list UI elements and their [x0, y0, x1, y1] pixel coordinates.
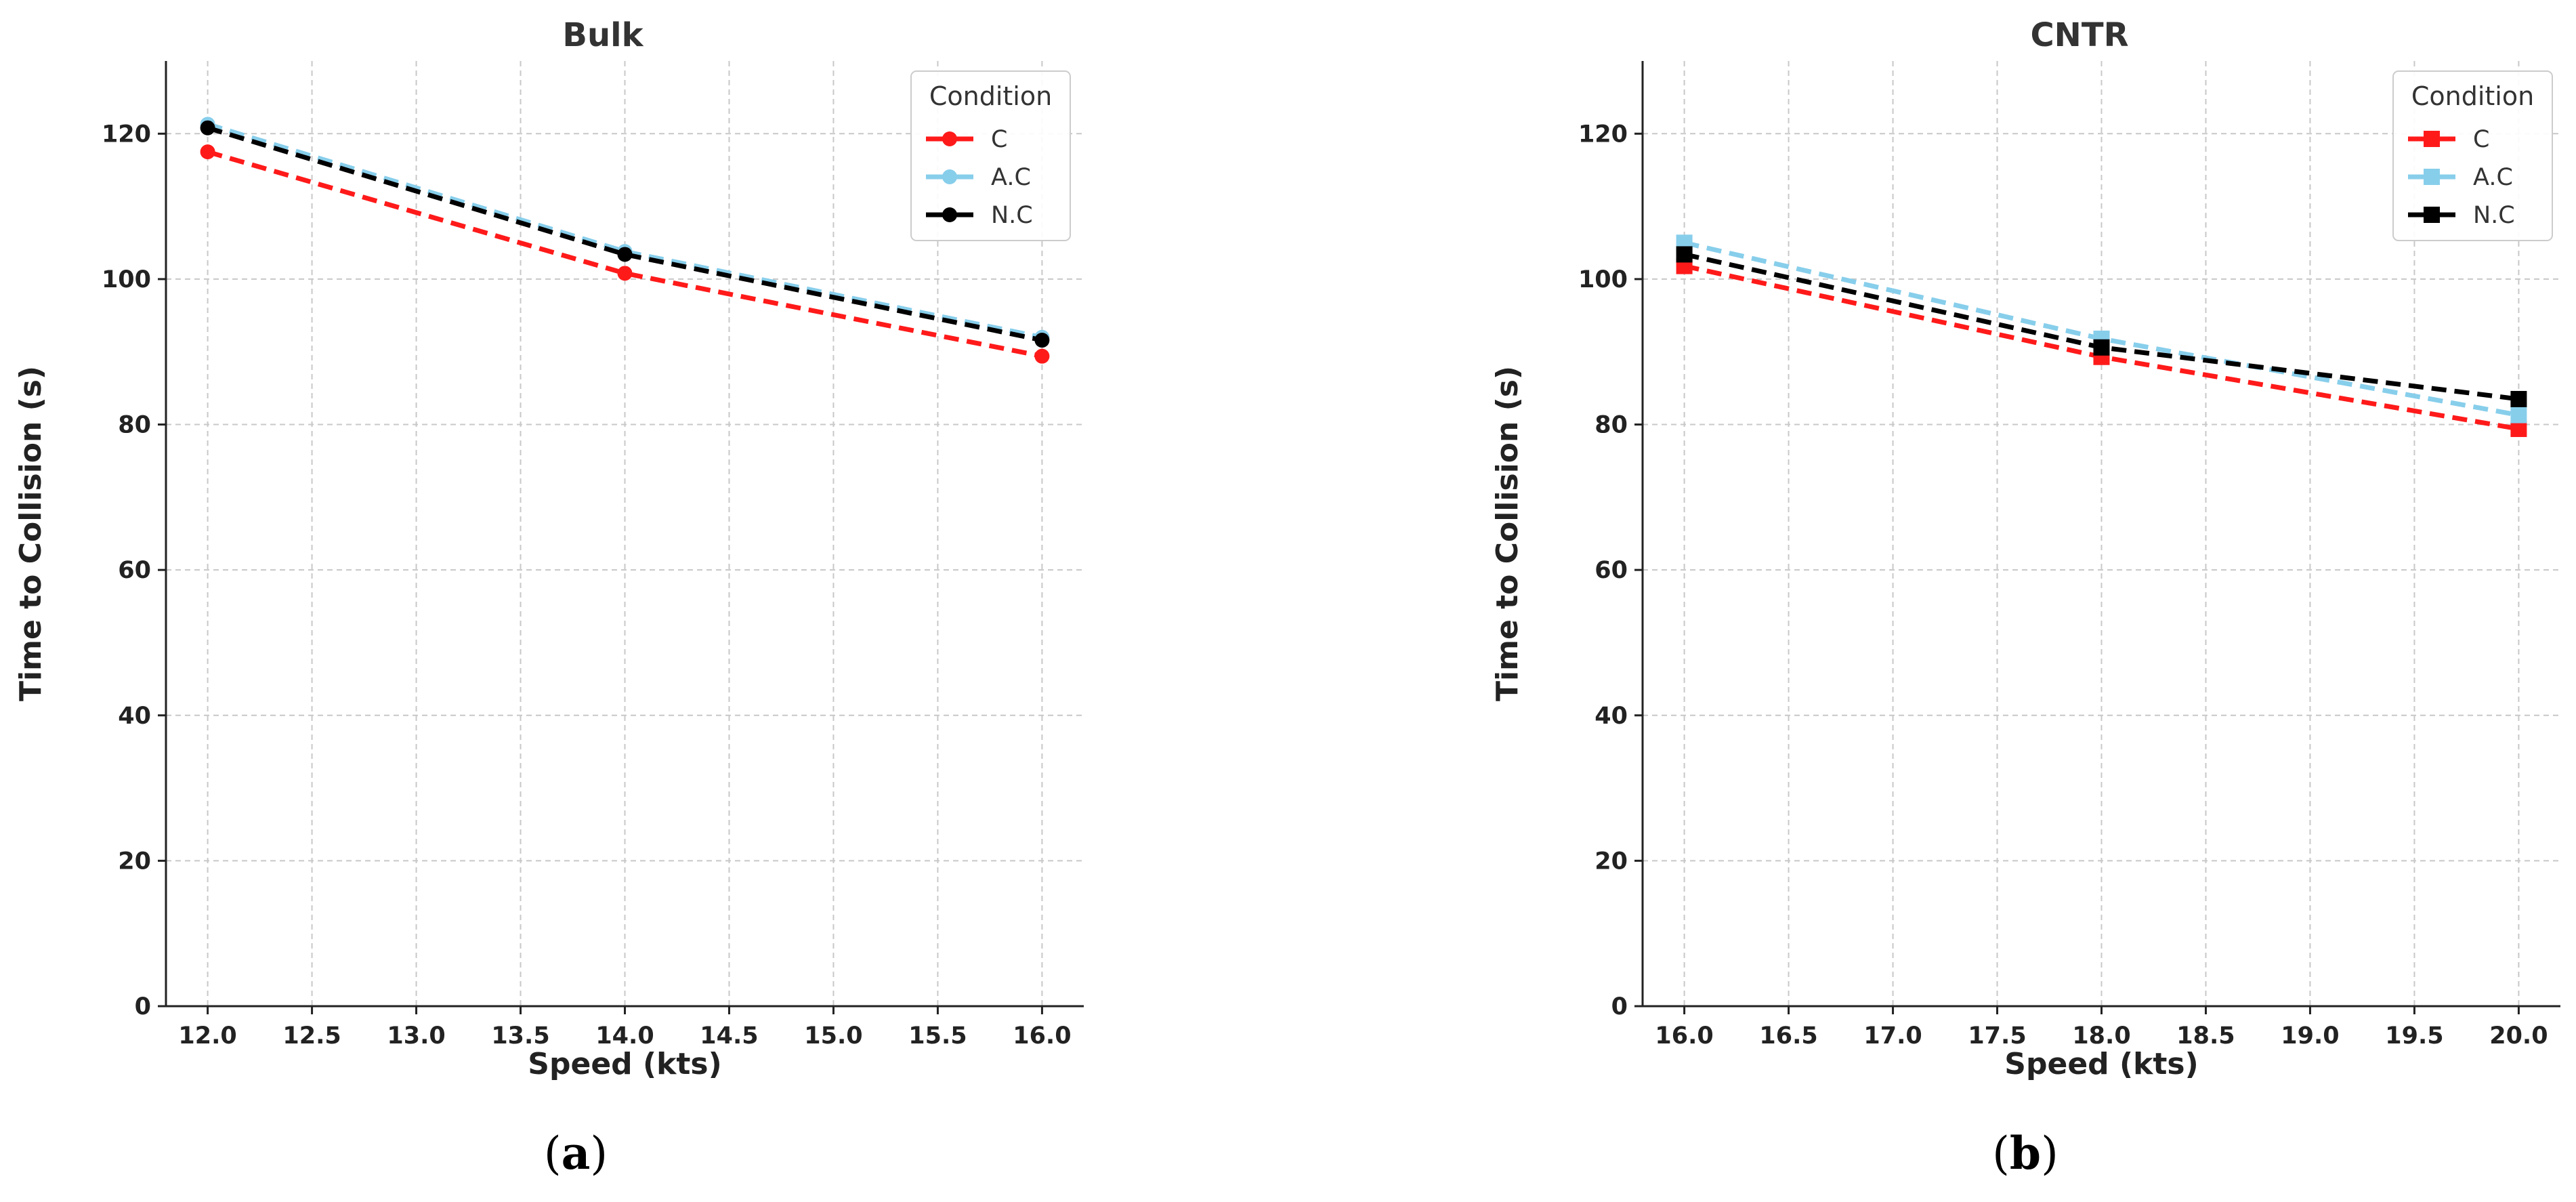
x-tick-label: 19.0: [2281, 1022, 2339, 1050]
legend-swatch-marker: [942, 131, 957, 146]
y-tick-label: 100: [102, 266, 151, 293]
data-point: [2093, 339, 2110, 356]
data-point: [617, 247, 633, 262]
chart-panel-cntr: 16.0 16.5 17.0 17.5 18.0 18.5 19.0 19.5 20.0 0 20 4…: [1490, 16, 2560, 1081]
data-point: [617, 266, 633, 281]
grid: [1643, 61, 2560, 1007]
legend-label: C: [2473, 126, 2489, 153]
chart-panel-bulk: 12.0 12.5 13.0 13.5 14.0 14.5 15.0 15.5 16.0 0 20 4…: [14, 16, 1084, 1081]
x-tick-label: 17.5: [1968, 1022, 2026, 1050]
series-nc: [1676, 246, 2527, 407]
series-c: [200, 144, 1050, 364]
y-tick-label: 20: [118, 848, 151, 875]
legend-item-c: C: [926, 126, 1007, 153]
data-point: [2510, 390, 2527, 407]
legend-swatch-marker: [2424, 169, 2440, 185]
x-tick-label: 13.5: [491, 1022, 549, 1050]
y-tick-label: 60: [1595, 557, 1628, 584]
legend-title: Condition: [2411, 81, 2534, 111]
panel-caption-b: (b): [1992, 1127, 2058, 1180]
x-axis-label: Speed (kts): [528, 1047, 721, 1081]
x-tick-label: 13.0: [387, 1022, 445, 1050]
legend-box: [2392, 70, 2553, 241]
y-tick-label: 40: [1595, 703, 1628, 730]
legend-item-c: C: [2408, 126, 2489, 153]
x-axis-label: Speed (kts): [2004, 1047, 2198, 1081]
x-tick-label: 18.5: [2176, 1022, 2235, 1050]
y-tick-label: 80: [118, 412, 151, 439]
series-line: [207, 125, 1043, 343]
x-tick-label: 16.0: [1013, 1022, 1071, 1050]
series-nc: [200, 120, 1050, 348]
series-line: [207, 122, 1043, 340]
chart-title: CNTR: [2030, 16, 2128, 54]
legend-label: N.C: [2473, 202, 2515, 229]
x-tick-label: 14.0: [595, 1022, 654, 1050]
x-tick-label: 12.0: [178, 1022, 236, 1050]
y-tick-label: 60: [118, 557, 151, 584]
y-tick-label: 80: [1595, 412, 1628, 439]
legend-item-ac: A.C: [926, 164, 1031, 191]
x-tick-label: 17.0: [1863, 1022, 1922, 1050]
x-tick-label: 18.0: [2072, 1022, 2130, 1050]
legend-item-ac: A.C: [2408, 164, 2513, 191]
data-point: [1034, 348, 1050, 364]
legend-box: [910, 70, 1071, 241]
legend-swatch-marker: [2424, 207, 2440, 223]
legend-swatch-marker: [942, 169, 957, 184]
y-tick-label: 120: [1578, 121, 1628, 148]
legend-title: Condition: [929, 81, 1052, 111]
legend-item-nc: N.C: [926, 202, 1033, 229]
y-tick-label: 40: [118, 703, 151, 730]
legend: Condition C A.C N.C: [2392, 70, 2553, 241]
data-point: [1676, 246, 1693, 263]
x-tick-label: 20.0: [2489, 1022, 2548, 1050]
x-tick-label: 15.5: [908, 1022, 967, 1050]
data-point: [2510, 420, 2527, 437]
legend-swatch-marker: [942, 207, 957, 222]
chart-title: Bulk: [562, 16, 643, 54]
x-tick-label: 15.0: [804, 1022, 862, 1050]
y-tick-label: 0: [1611, 993, 1628, 1020]
series-line: [207, 149, 1043, 359]
y-axis-label: Time to Collision (s): [14, 366, 48, 701]
x-tick-label: 16.5: [1759, 1022, 1817, 1050]
y-tick-label: 100: [1578, 266, 1628, 293]
data-point: [200, 144, 215, 160]
legend-label: A.C: [991, 164, 1031, 191]
panel-caption-a: (a): [544, 1127, 608, 1180]
y-tick-label: 20: [1595, 848, 1628, 875]
x-tick-label: 19.5: [2385, 1022, 2443, 1050]
data-point: [200, 120, 215, 136]
legend-label: C: [991, 126, 1007, 153]
y-tick-label: 120: [102, 121, 151, 148]
data-point: [1034, 333, 1050, 348]
legend-swatch-marker: [2424, 131, 2440, 147]
legend: Condition C A.C N.C: [910, 70, 1071, 241]
data-point: [2510, 407, 2527, 423]
x-tick-label: 14.5: [700, 1022, 758, 1050]
legend-label: A.C: [2473, 164, 2513, 191]
legend-item-nc: N.C: [2408, 202, 2515, 229]
x-tick-label: 16.0: [1655, 1022, 1713, 1050]
x-tick-label: 12.5: [282, 1022, 341, 1050]
legend-label: N.C: [991, 202, 1033, 229]
y-axis-label: Time to Collision (s): [1490, 366, 1525, 701]
y-tick-label: 0: [135, 993, 151, 1020]
